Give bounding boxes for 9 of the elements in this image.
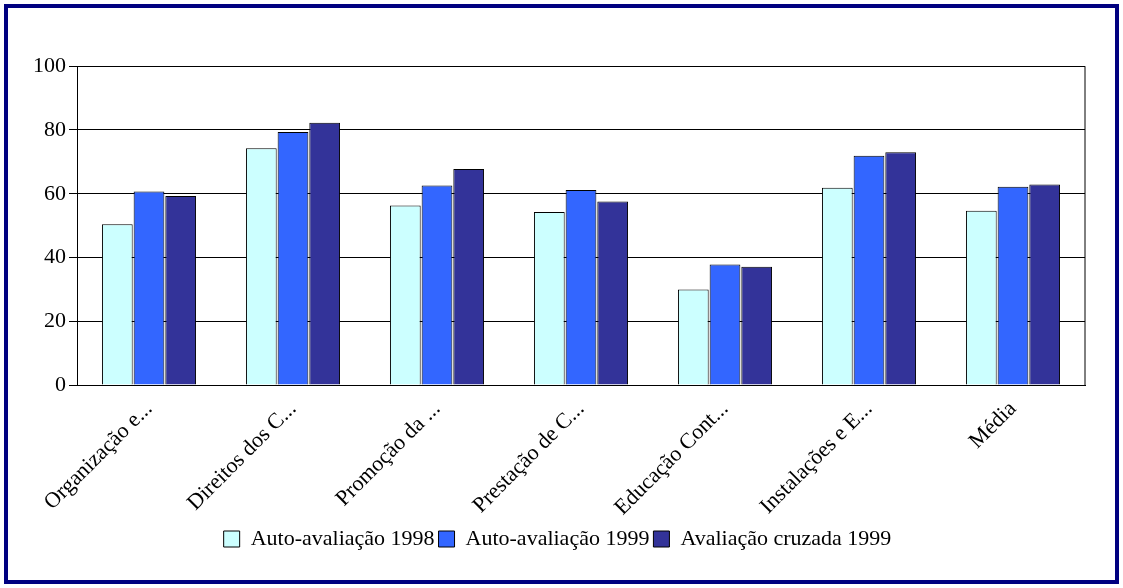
y-tick-label: 100 xyxy=(33,51,66,77)
legend-label: Auto-avaliação 1999 xyxy=(465,524,650,550)
y-tick-label: 40 xyxy=(44,243,66,269)
legend-label: Avaliação cruzada 1999 xyxy=(680,524,892,550)
y-tick-label: 60 xyxy=(44,179,66,205)
legend-label: Auto-avaliação 1998 xyxy=(250,524,435,550)
y-tick-label: 80 xyxy=(44,115,66,141)
y-tick-label: 0 xyxy=(55,370,66,396)
y-tick-label: 20 xyxy=(44,307,66,333)
